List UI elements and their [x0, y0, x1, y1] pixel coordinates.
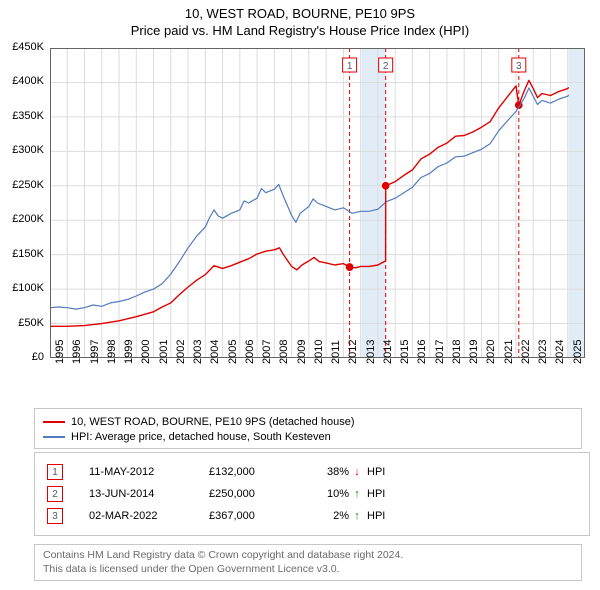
x-tick-label: 2009 — [296, 340, 308, 364]
y-tick-label: £450K — [0, 41, 44, 53]
x-tick-label: 2016 — [416, 340, 428, 364]
svg-text:3: 3 — [516, 61, 522, 72]
x-tick-label: 2022 — [520, 340, 532, 364]
x-tick-label: 2000 — [140, 340, 152, 364]
transaction-marker: 3 — [47, 508, 63, 524]
svg-text:2: 2 — [383, 61, 389, 72]
x-tick-label: 2010 — [313, 340, 325, 364]
y-tick-label: £400K — [0, 75, 44, 87]
transaction-price: £250,000 — [209, 488, 299, 500]
legend-item: 10, WEST ROAD, BOURNE, PE10 9PS (detache… — [43, 414, 573, 429]
x-tick-label: 1999 — [123, 340, 135, 364]
transaction-marker: 1 — [47, 464, 63, 480]
chart-plot: 1 2 3 — [50, 48, 585, 358]
x-tick-label: 2011 — [330, 340, 342, 364]
legend-swatch — [43, 421, 65, 423]
transaction-arrow-icon: ↓ — [349, 466, 365, 478]
transaction-marker: 2 — [47, 486, 63, 502]
transaction-row: 2 13-JUN-2014£250,00010%↑HPI — [47, 483, 577, 505]
x-tick-label: 1998 — [106, 340, 118, 364]
x-tick-label: 2024 — [554, 340, 566, 364]
transaction-delta: 10% — [299, 488, 349, 500]
transaction-date: 11-MAY-2012 — [89, 466, 209, 478]
legend-item: HPI: Average price, detached house, Sout… — [43, 429, 573, 444]
transaction-row: 1 11-MAY-2012£132,00038%↓HPI — [47, 461, 577, 483]
transaction-delta: 38% — [299, 466, 349, 478]
y-tick-label: £50K — [0, 317, 44, 329]
y-tick-label: £200K — [0, 213, 44, 225]
x-tick-label: 2023 — [537, 340, 549, 364]
svg-text:1: 1 — [347, 61, 353, 72]
transactions-box: 111-MAY-2012£132,00038%↓HPI213-JUN-2014£… — [34, 452, 590, 536]
x-tick-label: 2017 — [434, 340, 446, 364]
x-tick-label: 2003 — [192, 340, 204, 364]
transaction-row: 3 02-MAR-2022£367,0002%↑HPI — [47, 505, 577, 527]
transaction-delta: 2% — [299, 510, 349, 522]
x-tick-label: 2018 — [451, 340, 463, 364]
transaction-price: £367,000 — [209, 510, 299, 522]
x-tick-label: 2021 — [503, 340, 515, 364]
x-tick-label: 2013 — [365, 340, 377, 364]
x-tick-label: 1996 — [71, 340, 83, 364]
x-tick-label: 2006 — [244, 340, 256, 364]
transaction-date: 02-MAR-2022 — [89, 510, 209, 522]
y-tick-label: £0 — [0, 351, 44, 363]
legend-label: HPI: Average price, detached house, Sout… — [71, 431, 331, 443]
x-tick-label: 2007 — [261, 340, 273, 364]
chart-titles: 10, WEST ROAD, BOURNE, PE10 9PS Price pa… — [0, 0, 600, 38]
x-tick-label: 2025 — [572, 340, 584, 364]
title-line-1: 10, WEST ROAD, BOURNE, PE10 9PS — [0, 6, 600, 21]
x-tick-label: 2005 — [227, 340, 239, 364]
transaction-hpi-label: HPI — [367, 510, 407, 522]
license-box: Contains HM Land Registry data © Crown c… — [34, 544, 582, 581]
x-tick-label: 2004 — [209, 340, 221, 364]
x-tick-label: 2014 — [382, 340, 394, 364]
transaction-hpi-label: HPI — [367, 488, 407, 500]
transaction-hpi-label: HPI — [367, 466, 407, 478]
legend-swatch — [43, 436, 65, 438]
legend-box: 10, WEST ROAD, BOURNE, PE10 9PS (detache… — [34, 408, 582, 449]
license-line-1: Contains HM Land Registry data © Crown c… — [43, 549, 573, 563]
x-tick-label: 1997 — [89, 340, 101, 364]
transaction-price: £132,000 — [209, 466, 299, 478]
x-tick-label: 2001 — [158, 340, 170, 364]
y-tick-label: £350K — [0, 110, 44, 122]
x-tick-label: 2020 — [485, 340, 497, 364]
x-tick-label: 2008 — [278, 340, 290, 364]
y-tick-label: £100K — [0, 282, 44, 294]
license-line-2: This data is licensed under the Open Gov… — [43, 563, 573, 577]
y-tick-label: £300K — [0, 144, 44, 156]
x-tick-label: 2012 — [347, 340, 359, 364]
legend-label: 10, WEST ROAD, BOURNE, PE10 9PS (detache… — [71, 416, 354, 428]
transaction-arrow-icon: ↑ — [349, 488, 365, 500]
title-line-2: Price paid vs. HM Land Registry's House … — [0, 23, 600, 38]
y-tick-label: £150K — [0, 248, 44, 260]
y-tick-label: £250K — [0, 179, 44, 191]
x-tick-label: 2015 — [399, 340, 411, 364]
transaction-date: 13-JUN-2014 — [89, 488, 209, 500]
x-tick-label: 2019 — [468, 340, 480, 364]
x-tick-label: 1995 — [54, 340, 66, 364]
transaction-arrow-icon: ↑ — [349, 510, 365, 522]
x-tick-label: 2002 — [175, 340, 187, 364]
